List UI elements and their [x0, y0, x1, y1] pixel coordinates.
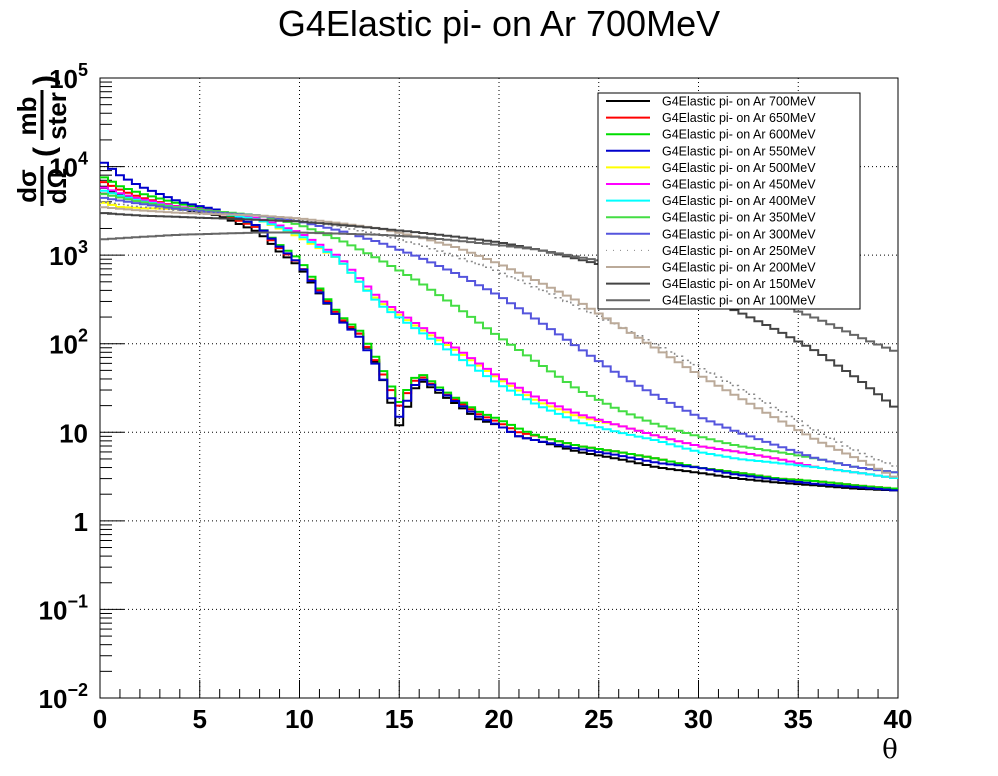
y-axis-title-unit-top: mb: [12, 97, 42, 136]
y-tick-label: 105: [49, 60, 88, 94]
legend-label-11: G4Elastic pi- on Ar 150MeV: [662, 277, 816, 291]
x-tick-label: 20: [485, 704, 514, 734]
y-axis-title-numerator: dσ: [12, 169, 42, 203]
series-line-10: [100, 206, 898, 478]
y-axis-title-denominator: dΩ: [42, 168, 72, 205]
legend-label-7: G4Elastic pi- on Ar 350MeV: [662, 211, 816, 225]
y-tick-label: 104: [49, 149, 88, 183]
x-tick-label: 15: [385, 704, 414, 734]
y-axis-title-open-paren: (: [28, 147, 61, 157]
y-axis-title: dσ dΩ ( mb ster ): [12, 75, 72, 206]
legend-label-3: G4Elastic pi- on Ar 550MeV: [662, 144, 816, 158]
x-axis-ticks: 0 5 10 15 20 25 30 35 40: [93, 680, 913, 734]
x-tick-label: 5: [193, 704, 207, 734]
legend-entries: G4Elastic pi- on Ar 700MeV G4Elastic pi- …: [606, 95, 816, 308]
x-tick-label: 35: [784, 704, 813, 734]
x-tick-label: 0: [93, 704, 107, 734]
legend: G4Elastic pi- on Ar 700MeV G4Elastic pi- …: [597, 92, 861, 310]
y-tick-label: 103: [49, 237, 88, 271]
legend-label-12: G4Elastic pi- on Ar 100MeV: [662, 294, 816, 308]
y-axis-title-close-paren: ): [28, 75, 61, 85]
y-tick-label: 10: [59, 418, 88, 448]
legend-label-9: G4Elastic pi- on Ar 250MeV: [662, 244, 816, 258]
x-tick-label: 40: [884, 704, 913, 734]
legend-label-6: G4Elastic pi- on Ar 400MeV: [662, 194, 816, 208]
legend-label-10: G4Elastic pi- on Ar 200MeV: [662, 261, 816, 275]
x-tick-label: 10: [285, 704, 314, 734]
y-tick-label: 10−1: [39, 591, 88, 625]
x-axis-title: θ: [882, 735, 898, 765]
y-tick-label: 10−2: [39, 680, 88, 714]
x-tick-label: 30: [684, 704, 713, 734]
legend-label-2: G4Elastic pi- on Ar 600MeV: [662, 128, 816, 142]
series-line-11: [100, 212, 898, 408]
x-tick-label: 25: [584, 704, 613, 734]
legend-label-8: G4Elastic pi- on Ar 300MeV: [662, 227, 816, 241]
legend-label-0: G4Elastic pi- on Ar 700MeV: [662, 95, 816, 109]
legend-label-1: G4Elastic pi- on Ar 650MeV: [662, 111, 816, 125]
series-group: [100, 161, 898, 492]
chart-title: G4Elastic pi- on Ar 700MeV: [278, 3, 720, 44]
y-axis-title-unit-bottom: ster: [42, 92, 72, 140]
y-axis-ticks: 10−2 10−1 1 10 102 103 104 105: [39, 60, 124, 714]
y-tick-label: 1: [74, 507, 88, 537]
minor-ticks: [100, 81, 879, 698]
legend-label-4: G4Elastic pi- on Ar 500MeV: [662, 161, 816, 175]
legend-label-5: G4Elastic pi- on Ar 450MeV: [662, 178, 816, 192]
y-tick-label: 102: [49, 326, 88, 360]
